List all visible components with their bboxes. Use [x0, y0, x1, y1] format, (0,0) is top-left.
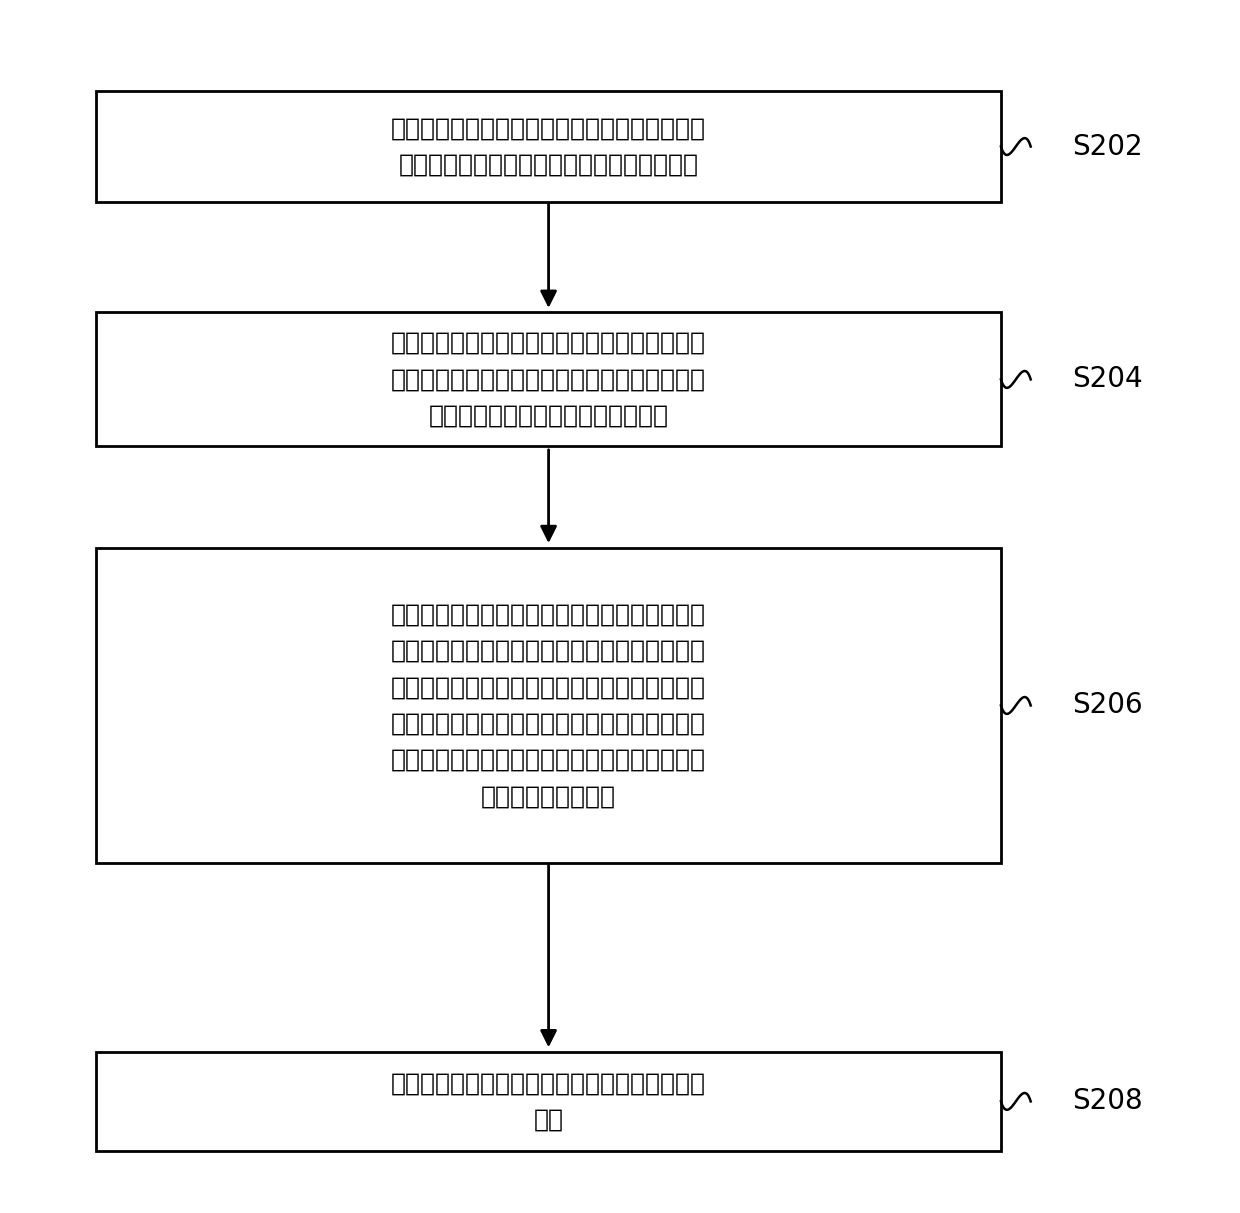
- Bar: [97, 1052, 1001, 1151]
- Bar: [97, 91, 1001, 201]
- Text: 获取诊断组织的荧光图像与可见光图像，并依据
该荧光图像确定该荧光图像上的第一病灶尺寸: 获取诊断组织的荧光图像与可见光图像，并依据 该荧光图像确定该荧光图像上的第一病灶…: [391, 116, 706, 177]
- Text: S208: S208: [1073, 1087, 1143, 1116]
- Bar: [97, 548, 1001, 862]
- Text: 根据该第三病灶尺寸和该成像距离确定病灶实际
尺寸: 根据该第三病灶尺寸和该成像距离确定病灶实际 尺寸: [391, 1071, 706, 1132]
- Text: 在将该荧光图像与可见光图像进行像素对齐，并
进行图像融合的情况下，根据该第一病灶尺寸，
确定该可见光图像上的第二病灶尺寸: 在将该荧光图像与可见光图像进行像素对齐，并 进行图像融合的情况下，根据该第一病灶…: [391, 331, 706, 428]
- Text: S202: S202: [1073, 132, 1143, 160]
- Bar: [97, 313, 1001, 446]
- Text: S204: S204: [1073, 365, 1143, 393]
- Text: 根据该第二病灶尺寸和坐标转换矩阵系数，确定
物理成像平面上的第三病灶尺寸，并根据荧光内
窥镜的荧光亮度、激发光强和成像距离的函数关
系确定该成像距离；其中，该可: 根据该第二病灶尺寸和坐标转换矩阵系数，确定 物理成像平面上的第三病灶尺寸，并根据…: [391, 603, 706, 808]
- Text: S206: S206: [1073, 691, 1143, 719]
